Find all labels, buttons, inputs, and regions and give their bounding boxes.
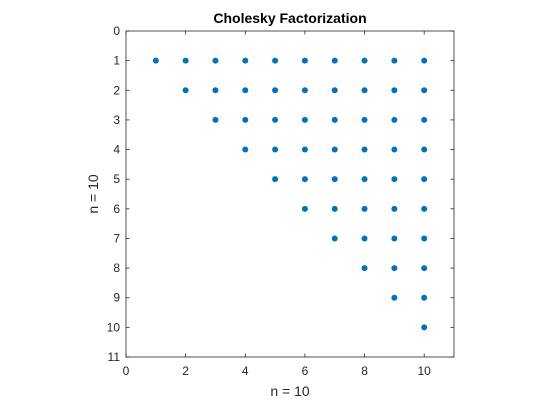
data-point	[361, 146, 368, 153]
data-point	[391, 116, 398, 123]
y-tick-label: 9	[113, 291, 120, 305]
data-point	[361, 116, 368, 123]
data-point	[212, 57, 219, 64]
data-point	[301, 57, 308, 64]
x-tick-label: 6	[302, 364, 309, 378]
data-point	[391, 176, 398, 183]
data-point	[391, 294, 398, 301]
data-point	[421, 324, 428, 331]
data-point	[391, 205, 398, 212]
x-tick-label: 10	[418, 364, 432, 378]
data-point	[361, 87, 368, 94]
data-point	[331, 116, 338, 123]
data-point	[301, 205, 308, 212]
x-tick-label: 8	[361, 364, 368, 378]
data-point	[331, 87, 338, 94]
data-point	[421, 265, 428, 272]
y-tick-label: 10	[107, 320, 121, 334]
data-point	[391, 87, 398, 94]
y-tick-label: 6	[113, 202, 120, 216]
data-point	[361, 205, 368, 212]
points-layer	[152, 57, 428, 331]
data-point	[272, 116, 279, 123]
data-point	[361, 235, 368, 242]
ticks-layer: 0 2 4 6 8 10 0 1 2 3 4 5 6 7 8 9 10 11	[107, 24, 454, 378]
data-point	[331, 57, 338, 64]
plot-area	[126, 31, 454, 357]
data-point	[421, 87, 428, 94]
data-point	[272, 87, 279, 94]
x-tick-label: 2	[182, 364, 189, 378]
data-point	[361, 176, 368, 183]
data-point	[331, 205, 338, 212]
data-point	[212, 87, 219, 94]
y-tick-label: 2	[113, 83, 120, 97]
data-point	[331, 235, 338, 242]
data-point	[301, 116, 308, 123]
data-point	[242, 116, 249, 123]
data-point	[331, 176, 338, 183]
data-point	[421, 116, 428, 123]
y-tick-label: 3	[113, 113, 120, 127]
data-point	[421, 176, 428, 183]
x-axis-label: n = 10	[270, 383, 310, 399]
data-point	[391, 146, 398, 153]
data-point	[272, 176, 279, 183]
data-point	[301, 176, 308, 183]
data-point	[421, 235, 428, 242]
data-point	[182, 57, 189, 64]
data-point	[421, 294, 428, 301]
data-point	[152, 57, 159, 64]
data-point	[272, 146, 279, 153]
axes-box	[125, 30, 455, 358]
chart-title: Cholesky Factorization	[213, 10, 366, 26]
data-point	[182, 87, 189, 94]
data-point	[272, 57, 279, 64]
data-point	[421, 57, 428, 64]
data-point	[391, 265, 398, 272]
data-point	[242, 87, 249, 94]
y-axis-label: n = 10	[85, 174, 101, 214]
y-tick-label: 5	[113, 172, 120, 186]
data-point	[391, 57, 398, 64]
data-point	[301, 146, 308, 153]
data-point	[391, 235, 398, 242]
data-point	[361, 57, 368, 64]
data-point	[331, 146, 338, 153]
data-point	[301, 87, 308, 94]
x-tick-label: 0	[123, 364, 130, 378]
y-tick-label: 4	[113, 143, 120, 157]
y-tick-label: 0	[113, 24, 120, 38]
data-point	[212, 116, 219, 123]
data-point	[361, 265, 368, 272]
data-point	[242, 57, 249, 64]
y-tick-label: 1	[113, 54, 120, 68]
y-tick-label: 7	[113, 231, 120, 245]
data-point	[421, 205, 428, 212]
y-tick-label: 11	[108, 350, 121, 364]
data-point	[242, 146, 249, 153]
data-point	[421, 146, 428, 153]
x-tick-label: 4	[242, 364, 249, 378]
y-tick-label: 8	[113, 261, 120, 275]
